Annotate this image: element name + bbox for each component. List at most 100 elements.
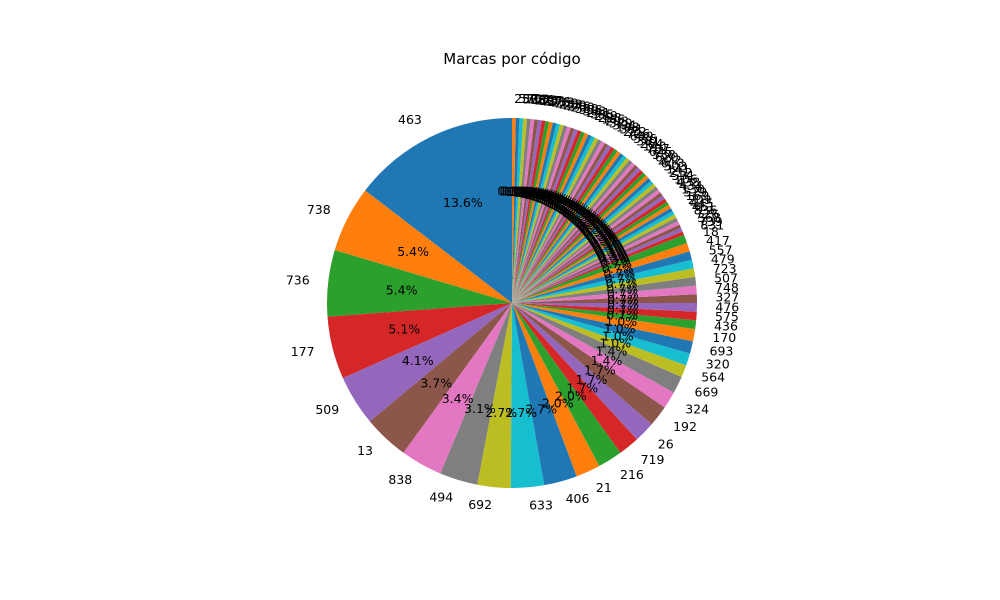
pie-slice (512, 303, 697, 312)
slice-percentage: 0.7% (606, 276, 638, 291)
slice-label: 692 (468, 497, 492, 512)
slice-percentage: 0.3% (599, 253, 631, 268)
slice-label: 726 (695, 206, 719, 221)
slice-percentage: 0.3% (598, 251, 630, 266)
slice-label: 434 (679, 178, 703, 193)
slice-percentage: 0.7% (603, 266, 635, 281)
slice-label: 177 (291, 344, 315, 359)
pie-slice (512, 231, 684, 303)
slice-label: 257 (514, 91, 538, 106)
slice-label: 381 (636, 133, 660, 148)
slice-label: 739 (699, 214, 723, 229)
pie-slice (512, 153, 624, 303)
slice-percentage: 1.0% (605, 314, 637, 329)
slice-label: 278 (535, 92, 559, 107)
slice-label: 272 (658, 153, 682, 168)
slice-label: 620 (655, 150, 679, 165)
pie-slice (512, 127, 575, 303)
slice-label: 575 (715, 309, 739, 324)
slice-percentage: 1.0% (599, 335, 631, 350)
slice-label: 166 (601, 112, 625, 127)
slice-label: 570 (518, 91, 542, 106)
pie-slice (512, 201, 669, 303)
slice-label: 276 (567, 99, 591, 114)
slice-label: 838 (388, 472, 412, 487)
pie-slice (327, 250, 512, 317)
slice-label: 463 (398, 112, 422, 127)
slice-label: 461 (692, 199, 716, 214)
slice-percentage: 0.3% (587, 231, 619, 246)
pie-slice (512, 189, 661, 303)
slice-percentage: 1.4% (591, 353, 623, 368)
slice-percentage: 0.3% (526, 188, 558, 203)
pie-slice (512, 155, 627, 303)
slice-percentage: 0.3% (564, 207, 596, 222)
slice-percentage: 0.3% (562, 205, 594, 220)
slice-label: 736 (286, 273, 310, 288)
pie-slice (512, 118, 531, 303)
pie-slice (512, 144, 612, 303)
slice-percentage: 0.3% (508, 184, 540, 199)
chart-title: Marcas por código (443, 50, 580, 68)
pie-slice (512, 303, 697, 330)
pie-slice (334, 190, 512, 303)
slice-label: 580 (575, 101, 599, 116)
slice-percentage: 3.7% (420, 376, 452, 391)
slice-label: 241 (586, 105, 610, 120)
slice-label: 583 (583, 104, 607, 119)
slice-label: 509 (315, 402, 339, 417)
pie-slice (512, 227, 683, 303)
pie-slice (369, 303, 512, 453)
pie-slice (512, 198, 667, 303)
slice-percentage: 0.3% (530, 189, 562, 204)
pie-slice (512, 118, 535, 303)
slice-percentage: 0.3% (579, 220, 611, 235)
slice-label: 26 (658, 436, 674, 451)
slice-percentage: 0.3% (591, 237, 623, 252)
slice-label: 531 (671, 168, 695, 183)
slice-label: 576 (547, 94, 571, 109)
slice-label: 141 (666, 162, 690, 177)
slice-percentage: 0.3% (559, 203, 591, 218)
slice-percentage: 0.3% (572, 214, 604, 229)
pie-slice (512, 178, 651, 303)
pie-labels: 463 738 736 177 509 13 838 494 692 633 406 21 216719… (286, 91, 739, 512)
slice-percentage: 0.3% (513, 185, 545, 200)
slice-percentage: 0.3% (506, 184, 538, 199)
slice-percentage: 1.7% (566, 381, 598, 396)
pie-slice (512, 303, 665, 425)
pie-slice (512, 146, 615, 303)
slice-percentage: 0.3% (553, 199, 585, 214)
slice-label: 203 (605, 114, 629, 129)
slice-percentage: 0.3% (560, 204, 592, 219)
slice-percentage: 0.3% (555, 200, 587, 215)
pie-slice (512, 303, 652, 440)
slice-label: 351 (619, 122, 643, 137)
slice-percentage: 0.3% (497, 184, 529, 199)
slice-label: 723 (713, 261, 737, 276)
pie-slice (512, 118, 527, 303)
pie-slice (512, 214, 677, 303)
pie-slice (512, 118, 520, 303)
slice-percentage: 0.3% (576, 217, 608, 232)
slice-percentage: 1.7% (576, 372, 608, 387)
pie-slice (512, 180, 654, 303)
pie-slice (512, 303, 693, 354)
slice-percentage: 0.3% (590, 235, 622, 250)
slice-label: 538 (652, 147, 676, 162)
pie-slice (512, 167, 641, 303)
slice-label: 503 (663, 159, 687, 174)
pie-slice (512, 132, 589, 303)
slice-label: 291 (543, 93, 567, 108)
pie-slice (440, 303, 512, 485)
slice-percentage: 0.3% (582, 224, 614, 239)
pie-slice (512, 142, 609, 303)
slice-label: 140 (643, 139, 667, 154)
slice-label: 506 (522, 91, 546, 106)
slice-label: 327 (715, 290, 739, 305)
slice-label: 209 (688, 192, 712, 207)
slice-label: 368 (697, 210, 721, 225)
slice-percentage: 0.3% (588, 233, 620, 248)
slice-label: 669 (695, 385, 719, 400)
slice-percentage: 0.3% (533, 190, 565, 205)
